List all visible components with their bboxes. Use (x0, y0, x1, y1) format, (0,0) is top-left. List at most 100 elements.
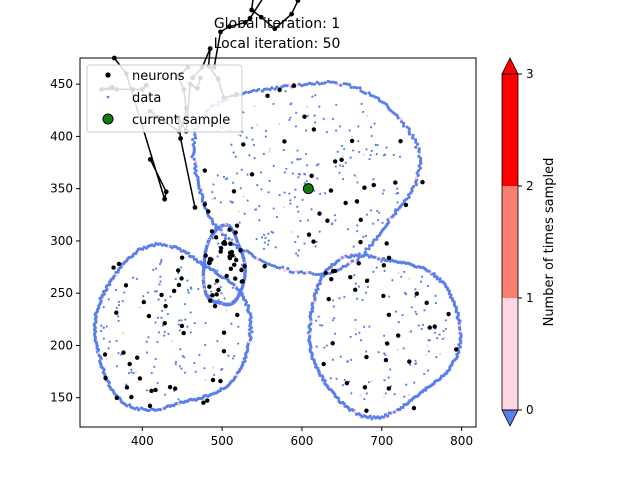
data-point (447, 291, 451, 296)
neuron (239, 267, 244, 273)
data-point (373, 122, 376, 125)
data-point (117, 300, 121, 303)
data-point (417, 164, 421, 168)
data-point (438, 277, 442, 281)
data-point (294, 240, 297, 244)
data-point (300, 83, 304, 88)
y-tick-label: 250 (50, 286, 73, 300)
data-point (259, 171, 263, 174)
data-point (231, 242, 236, 247)
data-point (320, 272, 324, 276)
neuron (233, 230, 238, 235)
data-point (349, 85, 353, 89)
data-point (338, 164, 342, 167)
data-point (297, 210, 300, 213)
colorbar-label: Number of times sampled (542, 158, 557, 327)
data-point (424, 353, 428, 356)
data-point (204, 379, 207, 382)
data-point (332, 262, 336, 267)
neuron (277, 87, 282, 93)
neuron (192, 205, 198, 210)
neuron (332, 268, 338, 274)
neuron (114, 395, 120, 401)
data-point (315, 80, 319, 84)
data-point (334, 129, 338, 132)
data-point (296, 205, 299, 208)
neuron (309, 173, 314, 179)
data-point (358, 150, 361, 154)
data-point (231, 201, 234, 204)
neuron (265, 93, 270, 99)
data-point (268, 147, 272, 151)
neuron (202, 202, 208, 207)
data-point (216, 269, 219, 272)
data-point (368, 414, 372, 418)
data-point (275, 85, 279, 89)
data-point (392, 153, 395, 157)
data-point (239, 187, 242, 190)
data-point (360, 254, 364, 258)
neuron (353, 287, 358, 293)
x-tick-label: 600 (290, 434, 313, 448)
data-point (325, 344, 328, 347)
data-point (145, 340, 148, 343)
data-point (336, 150, 339, 153)
neuron (386, 386, 391, 391)
data-point (321, 376, 325, 380)
data-point (283, 206, 286, 209)
neuron (213, 235, 219, 240)
data-point (284, 90, 287, 93)
data-point (354, 318, 357, 322)
data-point (356, 258, 360, 262)
data-point (189, 331, 192, 334)
neuron (167, 384, 173, 390)
data-point (365, 392, 368, 395)
data-point (217, 242, 220, 245)
data-point (287, 83, 291, 87)
data-point (153, 365, 156, 368)
data-point (367, 381, 371, 384)
data-point (135, 277, 139, 280)
data-point (382, 101, 387, 105)
data-point (136, 381, 139, 384)
data-point (98, 296, 102, 300)
data-point (329, 377, 332, 380)
data-point (274, 246, 277, 249)
colorbar-under-extension (501, 409, 519, 427)
data-point (322, 117, 325, 120)
data-point (220, 292, 223, 295)
data-point (201, 194, 205, 199)
data-point (234, 155, 237, 158)
data-point (299, 157, 302, 161)
data-point (415, 312, 418, 316)
neuron (224, 273, 229, 279)
neuron (111, 265, 116, 270)
neuron (159, 292, 164, 298)
data-point (114, 288, 118, 292)
data-point (341, 178, 345, 181)
data-point (278, 266, 282, 270)
neuron (356, 261, 361, 266)
data-point (223, 233, 228, 237)
data-point (186, 279, 189, 282)
data-point (179, 249, 183, 253)
data-point (160, 260, 163, 264)
data-point (397, 320, 400, 324)
data-point (320, 81, 324, 86)
data-point (342, 402, 346, 406)
data-point (236, 172, 239, 175)
data-point (161, 309, 164, 313)
data-point (399, 117, 403, 121)
data-point (101, 290, 106, 294)
data-point (242, 249, 246, 253)
data-point (198, 191, 202, 195)
data-point (223, 236, 228, 241)
neuron (121, 350, 126, 355)
data-point (305, 82, 309, 86)
data-point (432, 272, 436, 276)
neuron (212, 303, 218, 309)
data-point (115, 306, 118, 309)
data-point (275, 215, 279, 219)
data-point (166, 312, 170, 316)
data-point (203, 367, 206, 370)
